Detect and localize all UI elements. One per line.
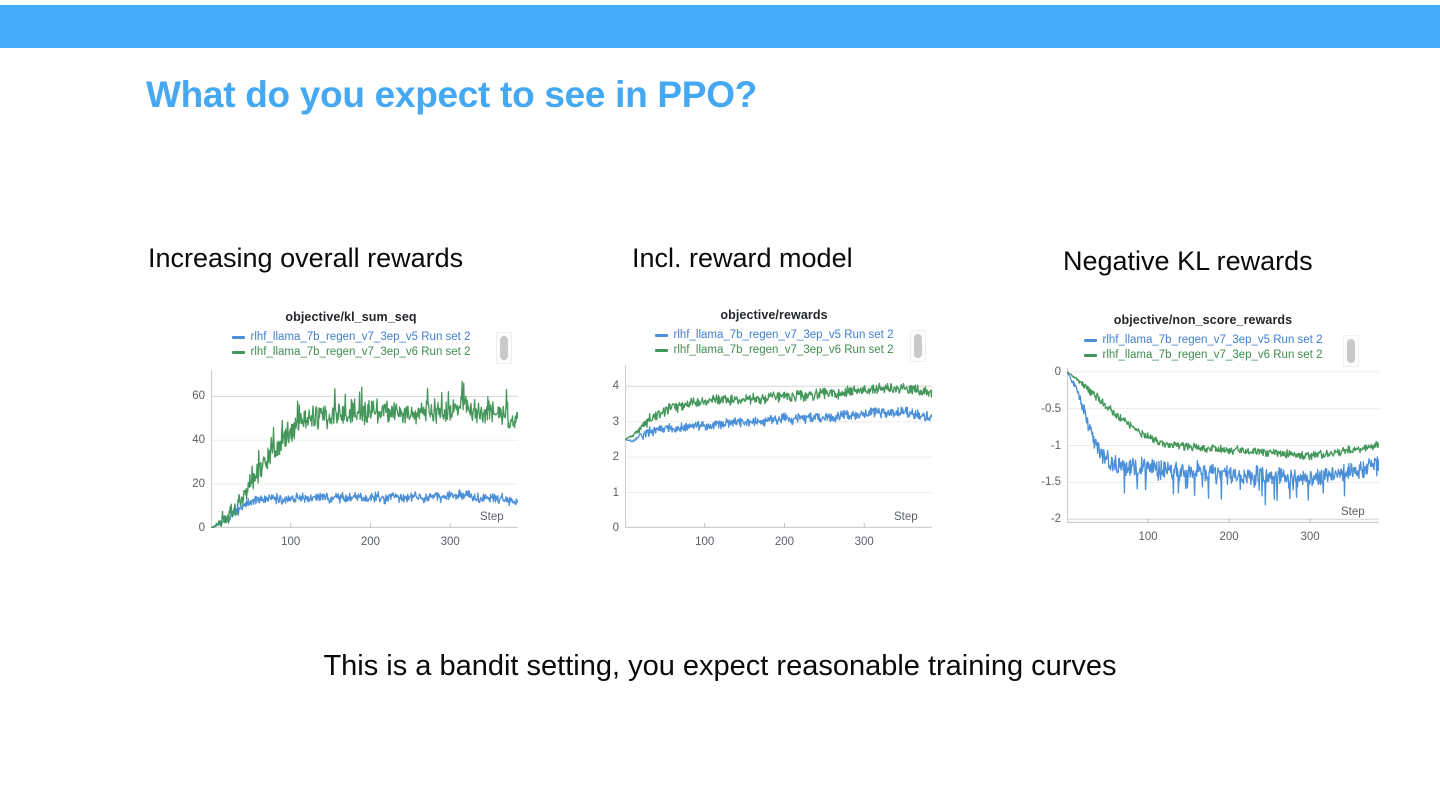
x-axis-tick-label: 100	[695, 536, 715, 548]
legend-item-v6[interactable]: rlhf_llama_7b_regen_v7_3ep_v6 Run set 2	[177, 345, 525, 360]
x-axis-label: Step	[894, 511, 918, 523]
x-axis-tick-label: 300	[854, 536, 874, 548]
top-banner	[0, 5, 1440, 48]
legend-label: rlhf_llama_7b_regen_v7_3ep_v6 Run set 2	[250, 346, 471, 358]
legend-item-v5[interactable]: rlhf_llama_7b_regen_v7_3ep_v5 Run set 2	[1029, 333, 1377, 348]
chart-legend: rlhf_llama_7b_regen_v7_3ep_v5 Run set 2 …	[1029, 333, 1377, 363]
scrollbar-thumb-icon[interactable]	[910, 330, 926, 362]
chart-title: objective/rewards	[720, 308, 828, 322]
legend-label: rlhf_llama_7b_regen_v7_3ep_v6 Run set 2	[673, 344, 894, 356]
y-axis-tick-label: 20	[192, 478, 205, 491]
chart-legend: rlhf_llama_7b_regen_v7_3ep_v5 Run set 2 …	[604, 328, 944, 358]
legend-swatch-icon	[1083, 354, 1097, 357]
legend-item-v6[interactable]: rlhf_llama_7b_regen_v7_3ep_v6 Run set 2	[604, 343, 944, 358]
legend-label: rlhf_llama_7b_regen_v7_3ep_v5 Run set 2	[1102, 334, 1323, 346]
legend-swatch-icon	[654, 349, 668, 352]
y-axis-tick-label: -2	[1050, 513, 1061, 526]
x-axis-label: Step	[480, 511, 504, 523]
y-axis-tick-label: -1	[1050, 439, 1061, 452]
chart-legend: rlhf_llama_7b_regen_v7_3ep_v5 Run set 2 …	[177, 330, 525, 360]
y-axis-tick-label: 4	[612, 380, 619, 393]
x-axis-tick-label: 100	[281, 536, 301, 548]
chart-plot-area	[211, 370, 518, 528]
legend-swatch-icon	[231, 336, 245, 339]
legend-item-v5[interactable]: rlhf_llama_7b_regen_v7_3ep_v5 Run set 2	[604, 328, 944, 343]
chart-plot-area	[1067, 368, 1379, 523]
x-axis-tick-label: 200	[1219, 531, 1239, 543]
y-axis-tick-label: 1	[612, 486, 619, 499]
chart-title: objective/kl_sum_seq	[285, 310, 417, 324]
y-axis-tick-label: 0	[612, 522, 619, 534]
chart-panel-non-score-rewards: objective/non_score_rewards rlhf_llama_7…	[1029, 313, 1379, 563]
column-heading-2: Incl. reward model	[632, 243, 853, 273]
scrollbar-thumb-icon[interactable]	[1343, 335, 1359, 367]
x-axis-tick-label: 100	[1138, 531, 1158, 543]
column-heading-3: Negative KL rewards	[1063, 246, 1313, 276]
y-axis-tick-label: 2	[612, 451, 619, 464]
y-axis-tick-label: 0	[198, 522, 205, 534]
legend-label: rlhf_llama_7b_regen_v7_3ep_v5 Run set 2	[673, 329, 894, 341]
legend-label: rlhf_llama_7b_regen_v7_3ep_v5 Run set 2	[250, 331, 471, 343]
legend-swatch-icon	[1083, 339, 1097, 342]
x-axis-tick-label: 200	[774, 536, 795, 548]
chart-panel-rewards: objective/rewards rlhf_llama_7b_regen_v7…	[604, 308, 944, 558]
chart-panel-kl-sum-seq: objective/kl_sum_seq rlhf_llama_7b_regen…	[177, 310, 525, 560]
y-axis-tick-label: 3	[612, 415, 619, 428]
chart-plot-area	[625, 365, 932, 528]
legend-item-v5[interactable]: rlhf_llama_7b_regen_v7_3ep_v5 Run set 2	[177, 330, 525, 345]
x-axis-tick-label: 300	[440, 536, 460, 548]
scrollbar-thumb-icon[interactable]	[496, 332, 512, 364]
legend-label: rlhf_llama_7b_regen_v7_3ep_v6 Run set 2	[1102, 349, 1323, 361]
caption-text: This is a bandit setting, you expect rea…	[323, 650, 1117, 682]
y-axis-tick-label: 0	[1054, 365, 1061, 378]
x-axis-tick-label: 200	[360, 536, 381, 548]
legend-item-v6[interactable]: rlhf_llama_7b_regen_v7_3ep_v6 Run set 2	[1029, 348, 1377, 363]
y-axis-tick-label: -1.5	[1041, 476, 1061, 489]
y-axis-tick-label: 40	[192, 434, 205, 447]
column-heading-1: Increasing overall rewards	[148, 243, 464, 273]
x-axis-tick-label: 300	[1300, 531, 1320, 543]
legend-swatch-icon	[654, 334, 668, 337]
y-axis-tick-label: -0.5	[1041, 402, 1061, 415]
chart-title: objective/non_score_rewards	[1113, 313, 1293, 327]
y-axis-tick-label: 60	[192, 390, 205, 403]
x-axis-label: Step	[1341, 506, 1365, 518]
page-title: What do you expect to see in PPO?	[146, 74, 757, 115]
legend-swatch-icon	[231, 351, 245, 354]
